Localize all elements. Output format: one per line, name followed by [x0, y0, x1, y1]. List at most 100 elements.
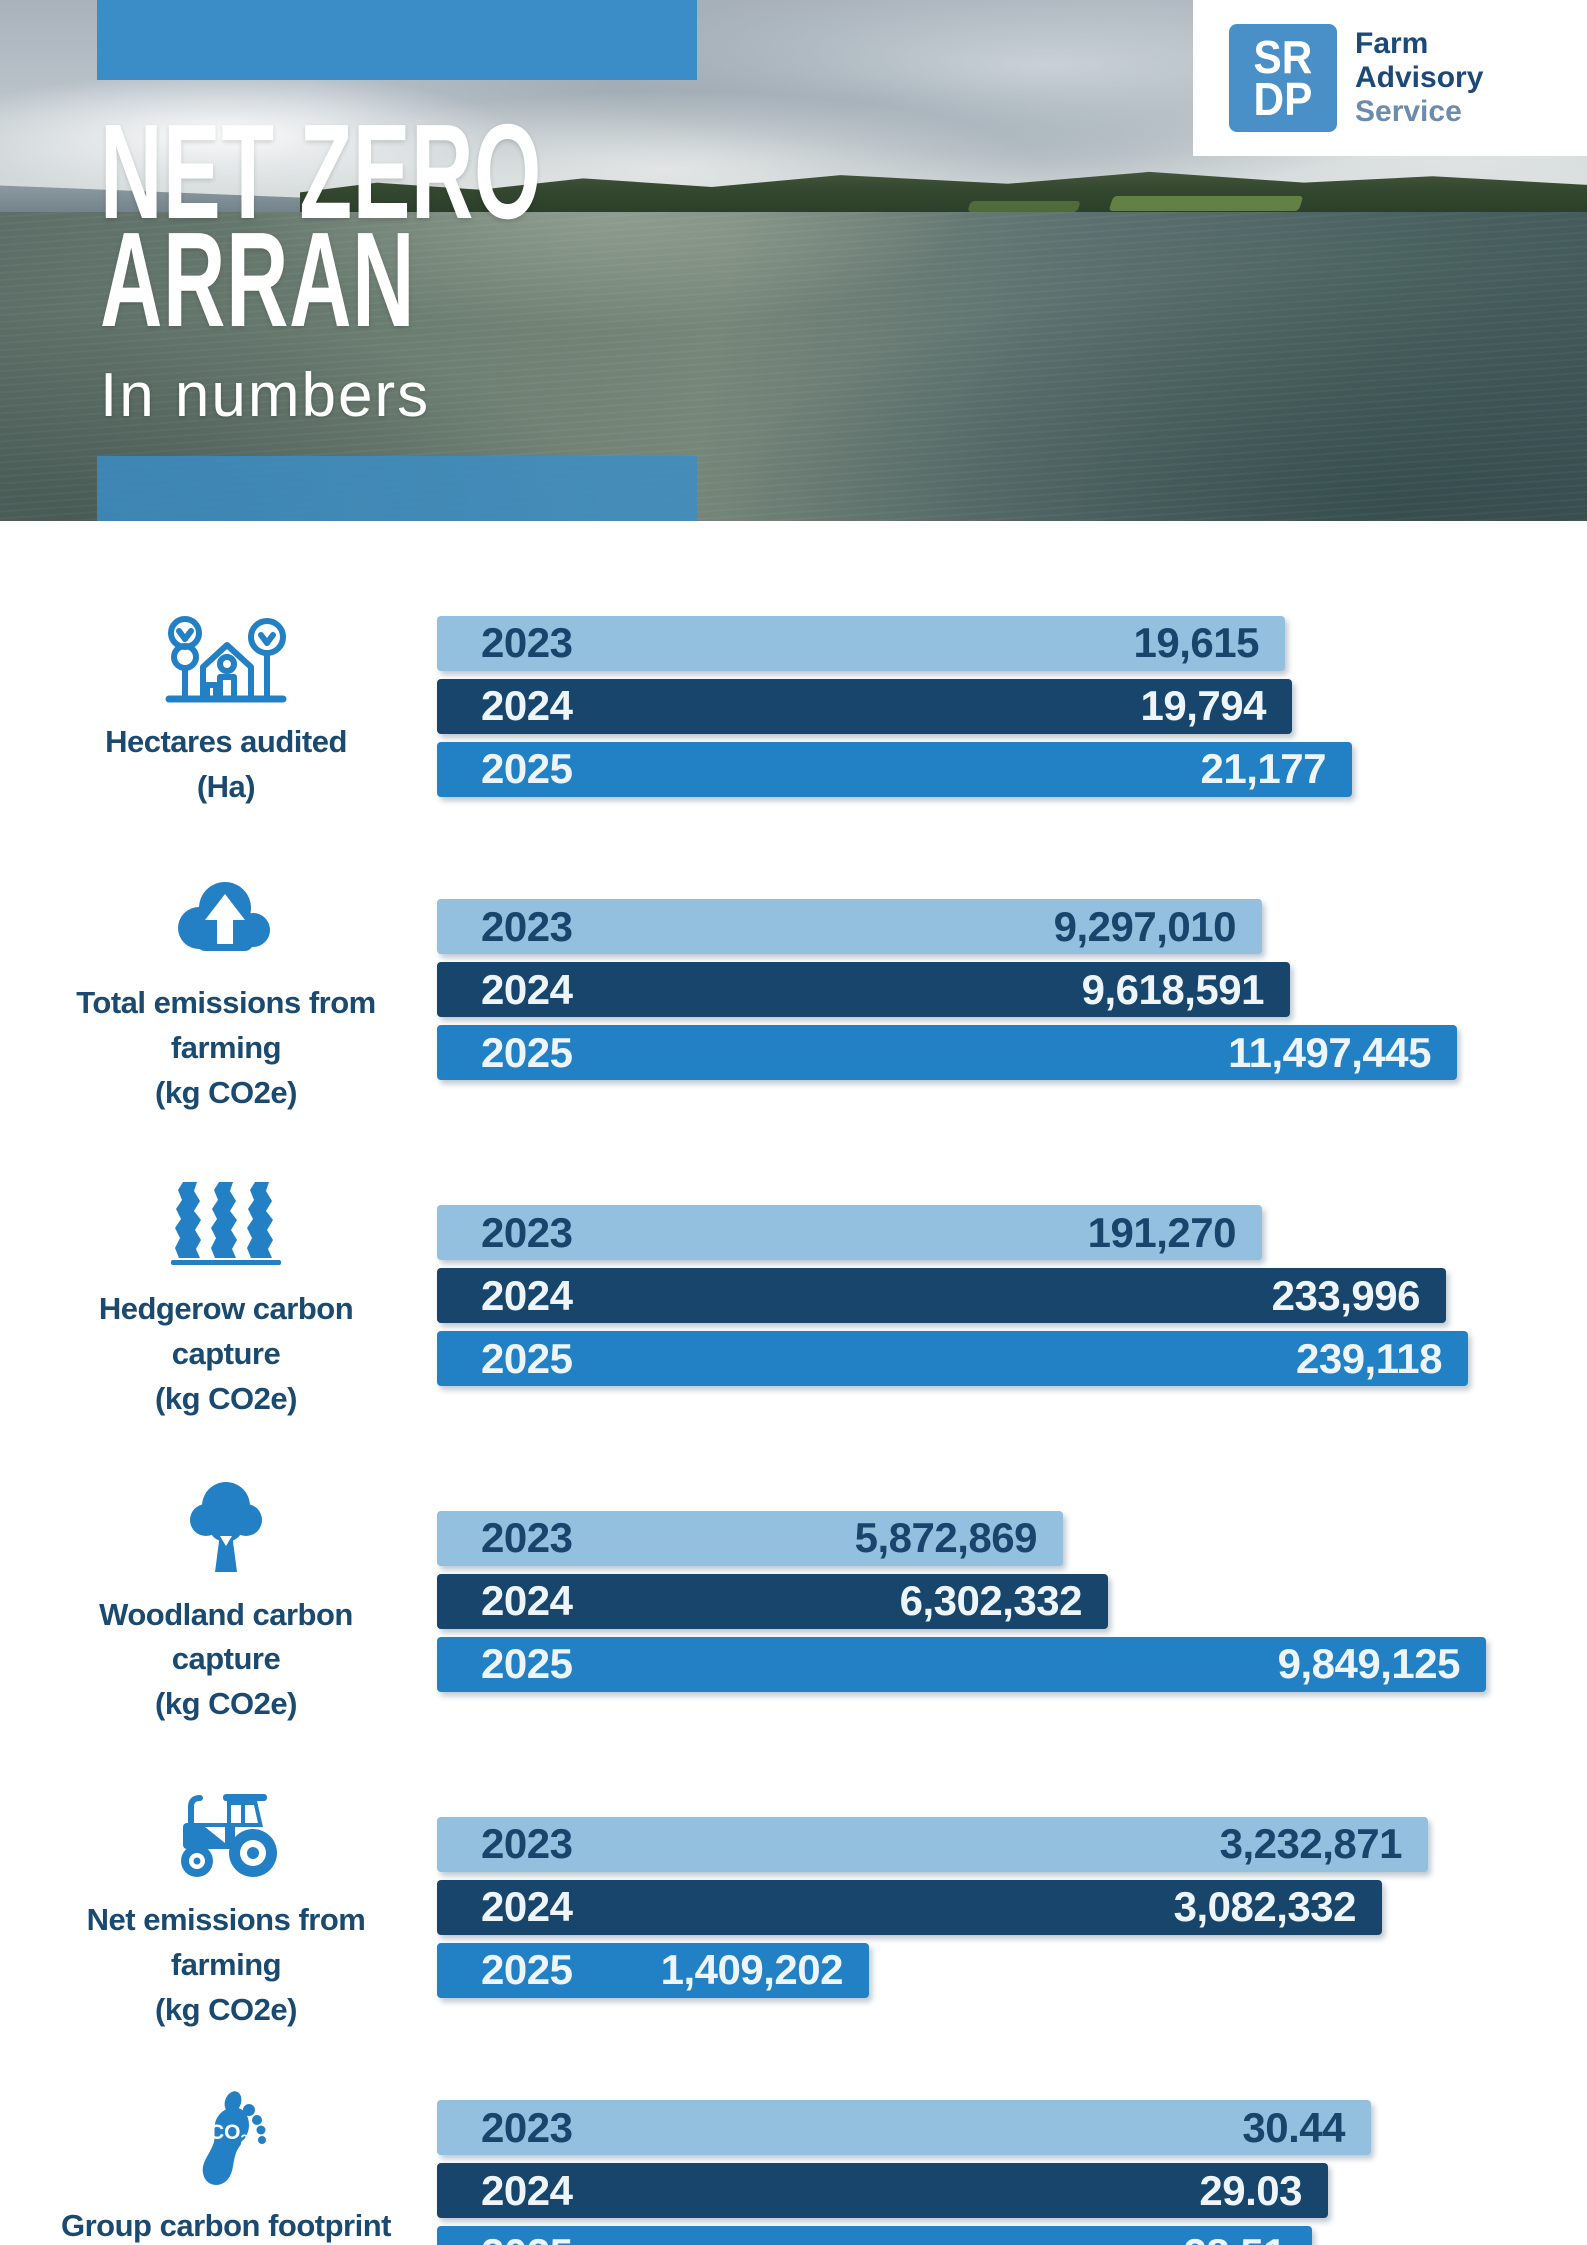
- bar-value-label: 1,409,202: [660, 1946, 844, 1994]
- srdp-logo-letters-bottom: DP: [1253, 73, 1313, 125]
- bar-year-label: 2023: [481, 1208, 573, 1256]
- chart-group: Hectares audited (Ha) 2023 19,615 2024 19,7…: [0, 603, 1587, 810]
- group-bars: 2023 30.44 2024 29.03 2025 28.51: [437, 2100, 1371, 2245]
- bar-2023: 2023 191,270: [437, 1205, 1262, 1261]
- group-label: Total emissions from farming: [76, 984, 376, 1065]
- group-bars: 2023 9,297,010 2024 9,618,591 2025 11,497,445: [437, 899, 1457, 1081]
- chart-group: Total emissions from farming (kg CO2e) 2…: [0, 864, 1587, 1116]
- srdp-fas-logo: SR DP Farm Advisory Service: [1193, 0, 1587, 156]
- hero-text-block: NET ZERO ARRAN In numbers: [100, 104, 791, 431]
- group-label-block: Woodland carbon capture (kg CO2e): [55, 1593, 397, 1728]
- bar-year-label: 2024: [481, 1577, 573, 1625]
- bar-2025: 2025 1,409,202: [437, 1942, 869, 1998]
- bar-value-label: 30.44: [1242, 2103, 1345, 2151]
- group-label: Hedgerow carbon capture: [98, 1290, 354, 1371]
- bar-2024: 2024 19,794: [437, 678, 1292, 734]
- farm-trees-icon: [165, 616, 287, 703]
- bar-year-label: 2025: [481, 745, 573, 793]
- bar-2024: 2024 233,996: [437, 1268, 1446, 1324]
- bar-2025: 2025 21,177: [437, 741, 1352, 797]
- bar-year-label: 2024: [481, 682, 573, 730]
- group-unit: (kg CO2e): [155, 1074, 297, 1110]
- group-icon-holder: [161, 1170, 291, 1275]
- group-label-block: Net emissions from farming (kg CO2e): [55, 1898, 397, 2033]
- hedgerow-icon: [171, 1181, 281, 1265]
- srdp-logo-word-service: Service: [1355, 94, 1462, 128]
- group-bars: 2023 3,232,871 2024 3,082,332 2025 1,409,202: [437, 1816, 1428, 1998]
- bar-value-label: 3,232,871: [1219, 1820, 1403, 1868]
- bar-2023: 2023 9,297,010: [437, 899, 1262, 955]
- bar-2025: 2025 11,497,445: [437, 1025, 1457, 1081]
- chart-group: Net emissions from farming (kg CO2e) 202…: [0, 1781, 1587, 2033]
- bar-value-label: 9,297,010: [1053, 902, 1237, 950]
- bar-year-label: 2024: [481, 1271, 573, 1319]
- group-left-column: Woodland carbon capture (kg CO2e): [0, 1476, 437, 1728]
- group-unit: (kg CO2e): [155, 1380, 297, 1416]
- bar-2024: 2024 3,082,332: [437, 1879, 1382, 1935]
- header-accent-bar: [97, 0, 697, 80]
- srdp-logo-letters-top: SR: [1253, 30, 1313, 83]
- tree-icon: [190, 1481, 262, 1572]
- group-left-column: Net emissions from farming (kg CO2e): [0, 1781, 437, 2033]
- page-title-line1: NET ZERO: [100, 96, 542, 247]
- hero-header: NET ZERO ARRAN In numbers SR DP Farm Adv…: [0, 0, 1587, 521]
- group-label-block: Hectares audited (Ha): [105, 720, 347, 810]
- page-subtitle: In numbers: [100, 361, 431, 430]
- group-icon-holder: [161, 603, 291, 708]
- bar-value-label: 3,082,332: [1173, 1883, 1357, 1931]
- group-bars: 2023 191,270 2024 233,996 2025 239,118: [437, 1205, 1468, 1387]
- srdp-logo-wordmark: Farm Advisory Service: [1355, 27, 1483, 129]
- group-left-column: CO2 Group carbon footprint (kg CO2e per …: [0, 2087, 437, 2245]
- group-left-column: Hectares audited (Ha): [0, 603, 437, 810]
- group-left-column: Total emissions from farming (kg CO2e): [0, 864, 437, 1116]
- bar-year-label: 2024: [481, 2166, 573, 2214]
- page-title: NET ZERO ARRAN: [100, 104, 542, 347]
- bar-year-label: 2025: [481, 1640, 573, 1688]
- tractor-icon: [181, 1794, 277, 1878]
- srdp-logo-box: SR DP: [1229, 24, 1337, 132]
- bar-value-label: 9,849,125: [1277, 1640, 1461, 1688]
- bar-year-label: 2023: [481, 2103, 573, 2151]
- bar-value-label: 21,177: [1200, 745, 1327, 793]
- bar-year-label: 2023: [481, 1820, 573, 1868]
- group-icon-holder: [161, 1476, 291, 1581]
- bar-2025: 2025 28.51: [437, 2226, 1312, 2245]
- group-left-column: Hedgerow carbon capture (kg CO2e): [0, 1170, 437, 1422]
- bar-value-label: 191,270: [1087, 1208, 1237, 1256]
- group-label: Net emissions from farming: [86, 1902, 366, 1983]
- header-accent-strip: [97, 456, 697, 521]
- bar-2025: 2025 9,849,125: [437, 1636, 1486, 1692]
- bar-value-label: 239,118: [1295, 1334, 1443, 1382]
- bar-value-label: 28.51: [1183, 2230, 1286, 2245]
- group-bars: 2023 19,615 2024 19,794 2025 21,177: [437, 615, 1352, 797]
- bar-2023: 2023 5,872,869: [437, 1510, 1063, 1566]
- group-label-block: Group carbon footprint (kg CO2e per kg o…: [55, 2204, 397, 2245]
- bar-year-label: 2023: [481, 619, 573, 667]
- hero-photo-field: [1108, 196, 1304, 211]
- bar-year-label: 2025: [481, 1946, 573, 1994]
- group-label: Hectares audited: [105, 724, 347, 759]
- bar-value-label: 19,794: [1140, 682, 1267, 730]
- chart-group: CO2 Group carbon footprint (kg CO2e per …: [0, 2087, 1587, 2245]
- chart-groups: Hectares audited (Ha) 2023 19,615 2024 19,7…: [0, 521, 1587, 2245]
- bar-value-label: 11,497,445: [1228, 1028, 1431, 1076]
- bar-value-label: 6,302,332: [899, 1577, 1083, 1625]
- bar-2024: 2024 6,302,332: [437, 1573, 1108, 1629]
- bar-2025: 2025 239,118: [437, 1331, 1468, 1387]
- group-unit: (kg CO2e): [155, 1992, 297, 2028]
- emissions-cloud-icon: [178, 881, 270, 951]
- bar-year-label: 2025: [481, 1334, 573, 1382]
- hero-photo-field-2: [967, 201, 1082, 212]
- srdp-logo-word-farm: Farm: [1355, 27, 1429, 61]
- bar-year-label: 2023: [481, 1514, 573, 1562]
- group-bars: 2023 5,872,869 2024 6,302,332 2025 9,849,125: [437, 1510, 1486, 1692]
- group-label-block: Total emissions from farming (kg CO2e): [55, 981, 397, 1116]
- page-title-line2: ARRAN: [100, 204, 416, 355]
- group-label: Woodland carbon capture: [99, 1596, 353, 1677]
- bar-value-label: 5,872,869: [854, 1514, 1038, 1562]
- bar-2024: 2024 29.03: [437, 2163, 1328, 2219]
- bar-year-label: 2025: [481, 2230, 573, 2245]
- group-label-block: Hedgerow carbon capture (kg CO2e): [55, 1287, 397, 1422]
- srdp-logo-word-advisory: Advisory: [1355, 61, 1484, 95]
- chart-group: Woodland carbon capture (kg CO2e) 2023 5,…: [0, 1476, 1587, 1728]
